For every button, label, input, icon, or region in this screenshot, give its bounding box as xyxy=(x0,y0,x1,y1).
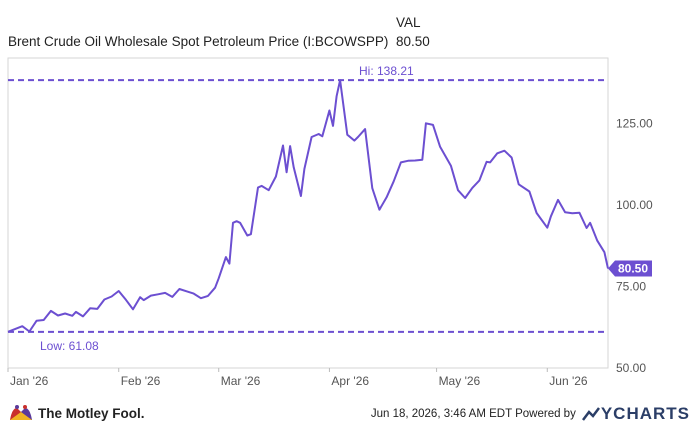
plot-frame xyxy=(7,57,609,369)
x-tick-label-0: Jan '26 xyxy=(10,374,49,388)
legend-header: VAL xyxy=(396,15,421,30)
legend-latest-value: 80.50 xyxy=(396,34,430,49)
series-line xyxy=(7,79,609,333)
y-tick-label-2: 100.00 xyxy=(616,198,653,212)
y-tick-label-1: 75.00 xyxy=(616,279,646,293)
legend-series-name: Brent Crude Oil Wholesale Spot Petroleum… xyxy=(8,34,389,49)
last-value-flag xyxy=(608,260,652,277)
x-tick-label-5: Jun '26 xyxy=(549,374,588,388)
ycharts-logo: YCHARTS xyxy=(581,404,690,424)
x-tick-label-3: Apr '26 xyxy=(331,374,369,388)
reference-label-1: Low: 61.08 xyxy=(40,339,99,353)
x-tick-label-1: Feb '26 xyxy=(121,374,161,388)
brand-name: The Motley Fool. xyxy=(38,405,145,421)
line-chart: Hi: 138.21 Low: 61.08 50.00 75.00 100.00 125… xyxy=(7,57,653,388)
y-tick-label-0: 50.00 xyxy=(616,361,646,375)
provider-name: YCHARTS xyxy=(600,404,690,423)
y-tick-label-3: 125.00 xyxy=(616,116,653,130)
motley-fool-logo: The Motley Fool. xyxy=(8,402,145,424)
ycharts-mark-icon xyxy=(581,407,600,421)
attribution: Jun 18, 2026, 3:46 AM EDT Powered by YCH… xyxy=(371,404,690,424)
x-tick-label-2: Mar '26 xyxy=(221,374,261,388)
timestamp: Jun 18, 2026, 3:46 AM EDT Powered by xyxy=(370,408,576,420)
last-value-label: 80.50 xyxy=(618,261,648,275)
reference-label-0: Hi: 138.21 xyxy=(359,64,414,78)
x-tick-label-4: May '26 xyxy=(439,374,481,388)
jester-hat-icon xyxy=(10,405,32,420)
